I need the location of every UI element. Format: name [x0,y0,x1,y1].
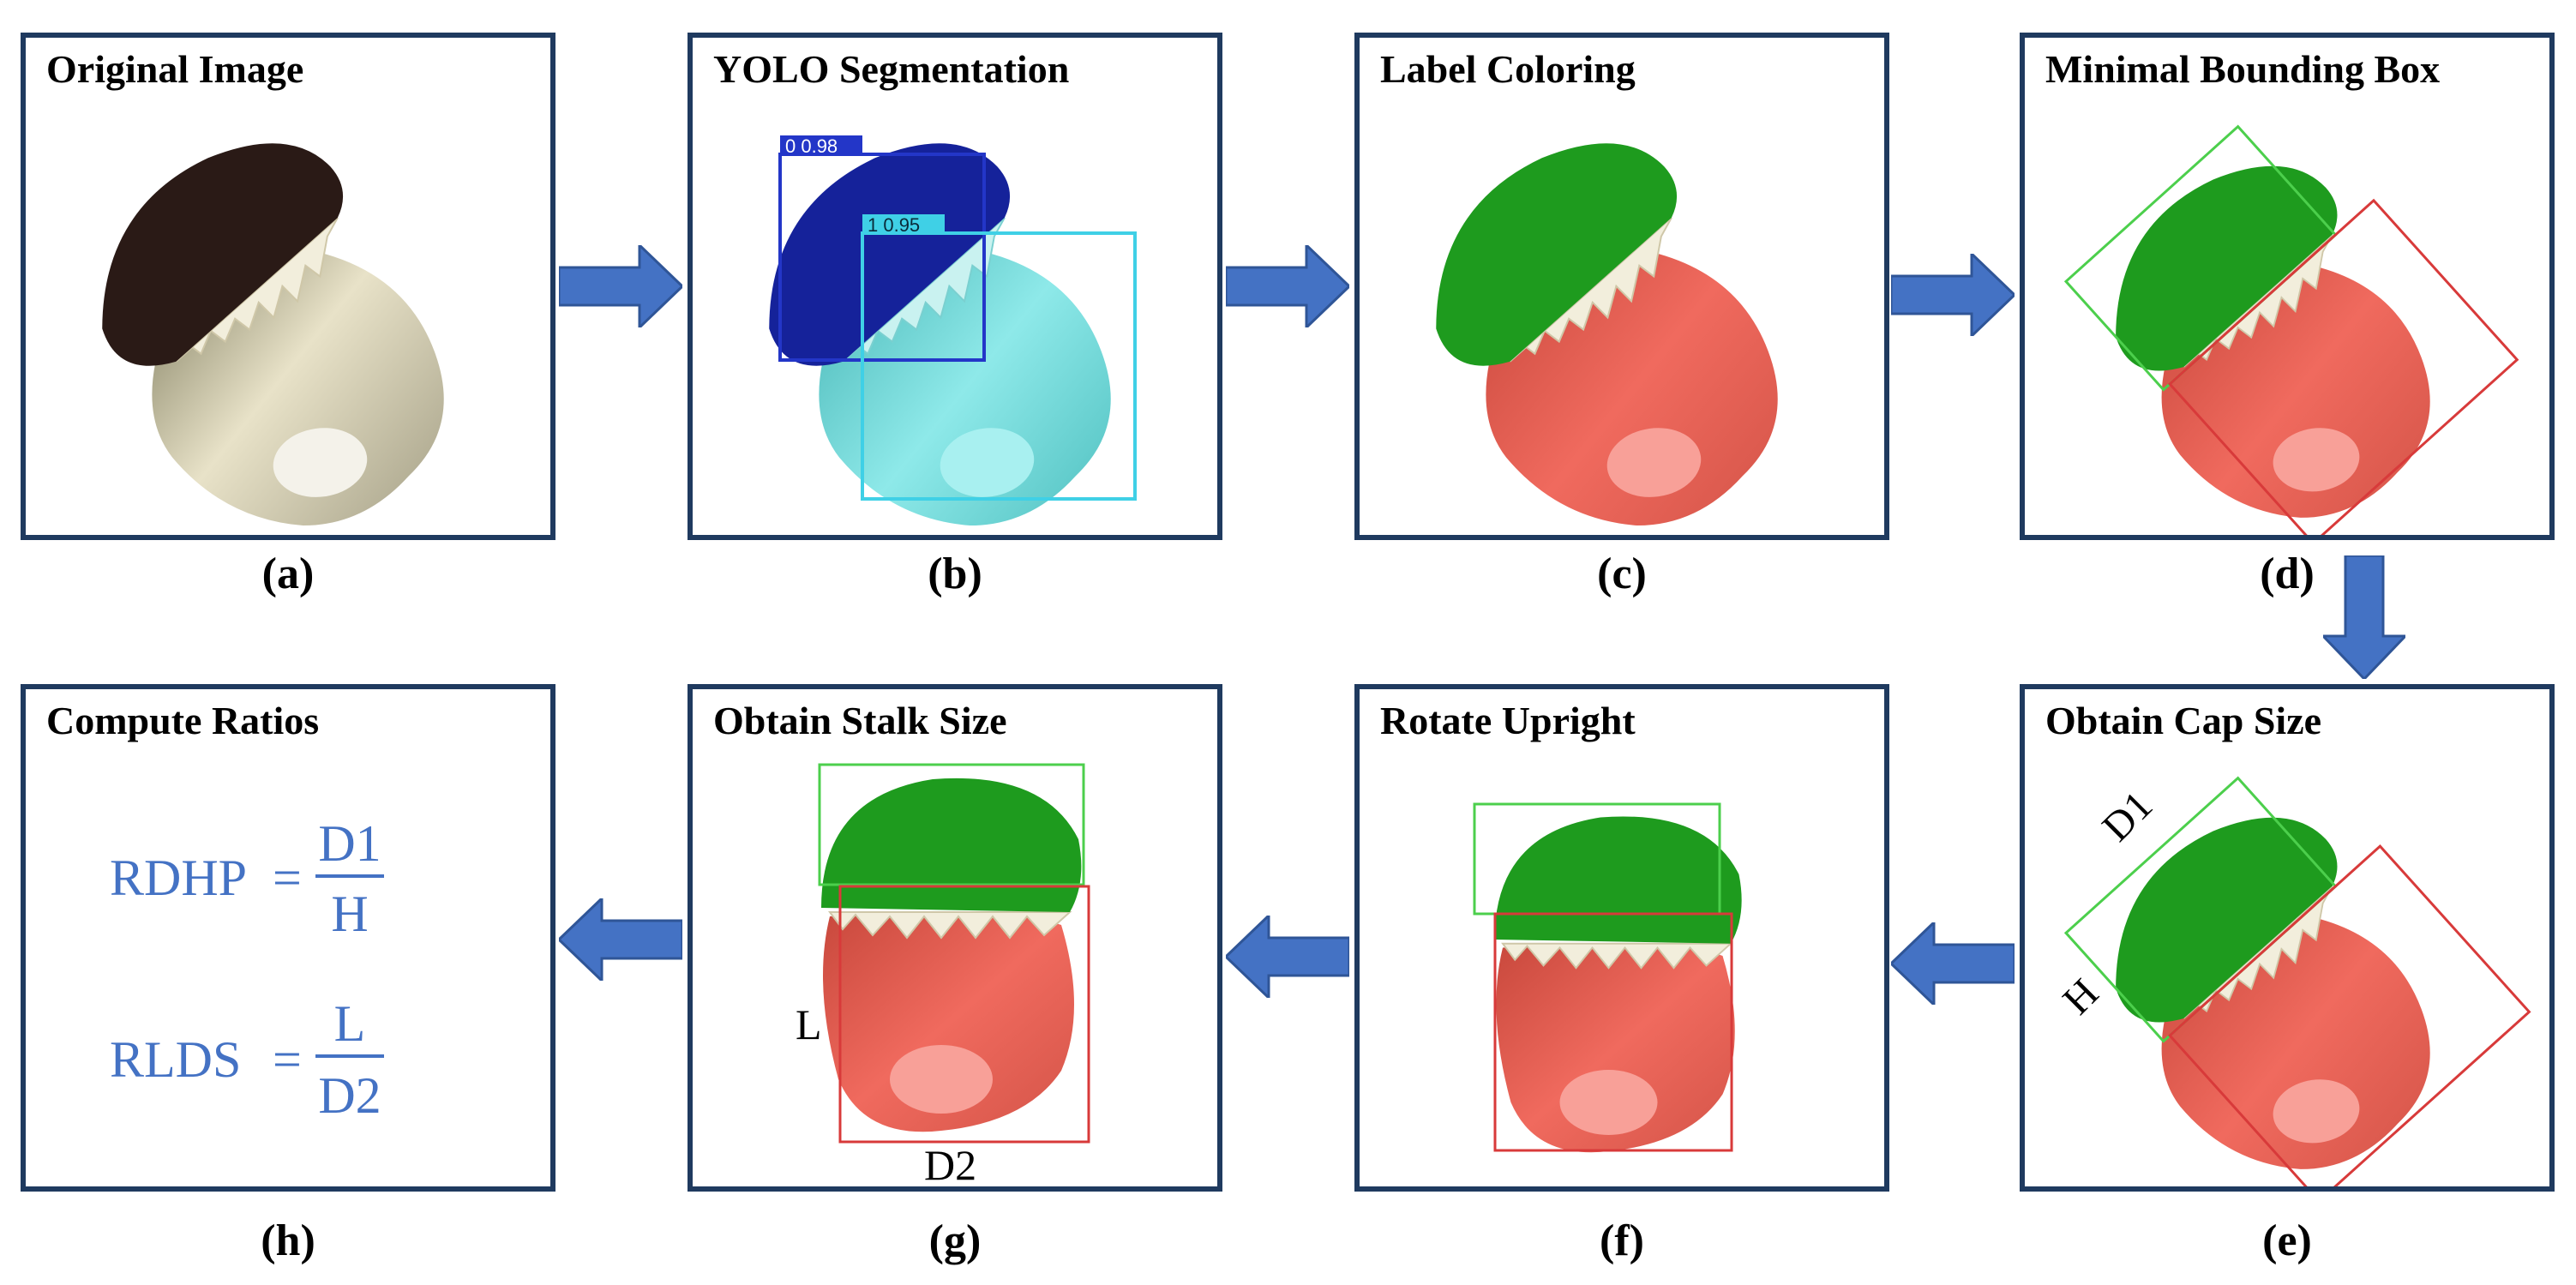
arrow-a-to-b [559,245,682,327]
panel-label-a: (a) [261,549,315,598]
panel-title: Obtain Cap Size [2045,699,2322,742]
panel-title: YOLO Segmentation [713,47,1070,91]
panel-label-b: (b) [928,549,982,598]
panel-title: Compute Ratios [46,699,320,742]
panel-label-f: (f) [1600,1216,1644,1265]
panel-title: Rotate Upright [1380,699,1636,742]
rlds-numerator: L [334,995,366,1052]
arrow-g-to-h [559,898,682,981]
rdhp-equals: = [273,850,302,906]
panel-title: Obtain Stalk Size [713,699,1007,742]
panel-label-d: (d) [2260,549,2315,598]
rdhp-denominator: H [331,886,368,942]
cap-diameter-label: D1 [2093,783,2161,850]
arrow-e-to-f [1891,922,2015,1005]
panel-yolo-segmentation: YOLO Segmentation 0 0.98 1 0.95 [688,33,1222,540]
yolo-segmentation-figure: 0 0.98 1 0.95 [747,133,1137,535]
minimal-bounding-box-figure [2063,124,2519,535]
mushroom-original-figure [80,133,460,535]
stalk-min-box [2168,844,2531,1186]
arrow-b-to-c [1226,245,1349,327]
panel-obtain-stalk-size: Obtain Stalk Size L D2 [688,684,1222,1192]
rdhp-numerator: D1 [318,815,381,872]
stalk-length-label: L [796,1000,822,1048]
arrow-f-to-g [1226,916,1349,998]
panel-label-c: (c) [1597,549,1647,598]
cap-height-label: H [2054,970,2107,1024]
stalk-box-label: 1 0.95 [868,214,920,236]
label-coloring-figure [1414,133,1794,535]
stalk-diameter-label: D2 [924,1141,976,1186]
cap-detection-box [778,153,986,362]
stalk-size-figure: L D2 [796,763,1090,1186]
panel-title: Label Coloring [1380,47,1636,91]
panel-title: Original Image [46,47,304,91]
rlds-name: RLDS [110,1031,241,1088]
panel-minimal-bounding-box: Minimal Bounding Box [2020,33,2555,540]
stalk-min-box [2168,198,2519,535]
panel-obtain-cap-size: Obtain Cap Size D1 H [2020,684,2555,1192]
panel-title: Minimal Bounding Box [2045,47,2441,91]
panel-label-g: (g) [928,1216,982,1265]
cap-size-figure: D1 H [2054,776,2531,1186]
panel-label-coloring: Label Coloring [1354,33,1889,540]
panel-compute-ratios: Compute Ratios RDHP = D1 H RLDS = L D2 [21,684,555,1192]
arrow-c-to-d [1891,254,2015,336]
cap-box-label: 0 0.98 [785,135,838,157]
arrow-d-to-e [2323,555,2405,679]
rlds-equals: = [273,1031,302,1088]
ratio-formulas: RDHP = D1 H RLDS = L D2 [110,815,384,1124]
stalk-detection-box [861,231,1137,501]
panel-rotate-upright: Rotate Upright [1354,684,1889,1192]
panel-label-h: (h) [261,1216,315,1265]
rlds-denominator: D2 [318,1067,381,1124]
panel-label-e: (e) [2262,1216,2312,1265]
stalk-box [1493,912,1733,1152]
rdhp-name: RDHP [110,850,247,906]
stalk-box [838,885,1090,1144]
cap-box [818,763,1085,886]
panel-original-image: Original Image [21,33,555,540]
rotate-upright-figure [1473,802,1742,1153]
